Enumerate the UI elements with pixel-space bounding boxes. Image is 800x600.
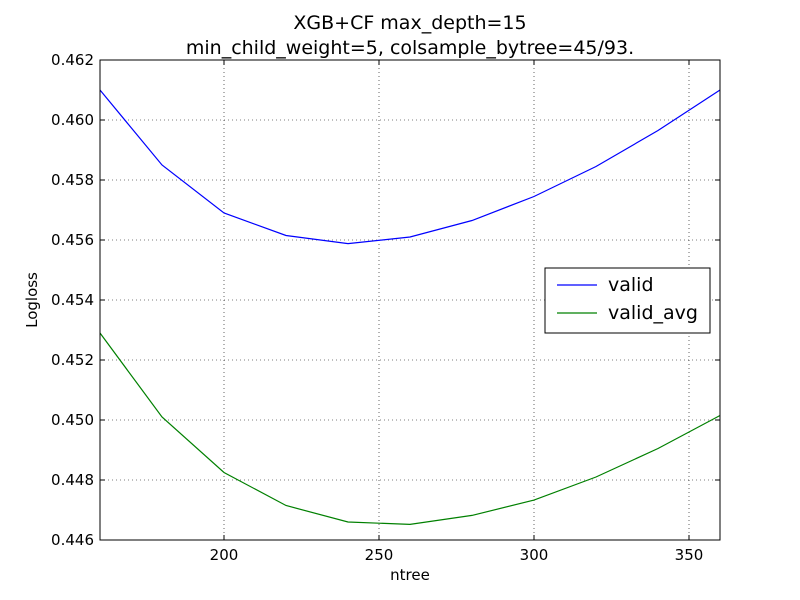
- y-tick-label: 0.450: [51, 411, 94, 429]
- series-lines: [99, 89, 721, 526]
- legend: valid valid_avg: [544, 267, 711, 334]
- y-tick-label: 0.458: [51, 171, 94, 189]
- y-tick-label: 0.456: [51, 231, 94, 249]
- series-line-valid: [99, 89, 721, 245]
- x-tick-label: 350: [675, 546, 704, 564]
- chart-title-line-1: XGB+CF max_depth=15: [293, 12, 526, 34]
- x-tick-label: 250: [365, 546, 394, 564]
- legend-box: [544, 267, 711, 334]
- y-tick-label: 0.454: [51, 291, 94, 309]
- legend-label-valid: valid: [608, 274, 654, 296]
- y-axis-label: Logloss: [23, 272, 41, 328]
- x-axis-label: ntree: [390, 566, 430, 584]
- y-tick-label: 0.446: [51, 531, 94, 549]
- y-tick-label: 0.462: [51, 51, 94, 69]
- x-tick-label: 300: [520, 546, 549, 564]
- legend-label-valid-avg: valid_avg: [608, 302, 698, 324]
- y-tick-label: 0.460: [51, 111, 94, 129]
- y-tick-label: 0.452: [51, 351, 94, 369]
- series-line-valid-avg: [99, 332, 721, 526]
- axis-ticks: 200 250 300 350 0.446 0.448 0.450 0.452 0.454 0.4…: [51, 51, 720, 564]
- chart-title-line-2: min_child_weight=5, colsample_bytree=45/…: [186, 37, 634, 59]
- y-tick-label: 0.448: [51, 471, 94, 489]
- x-tick-label: 200: [210, 546, 239, 564]
